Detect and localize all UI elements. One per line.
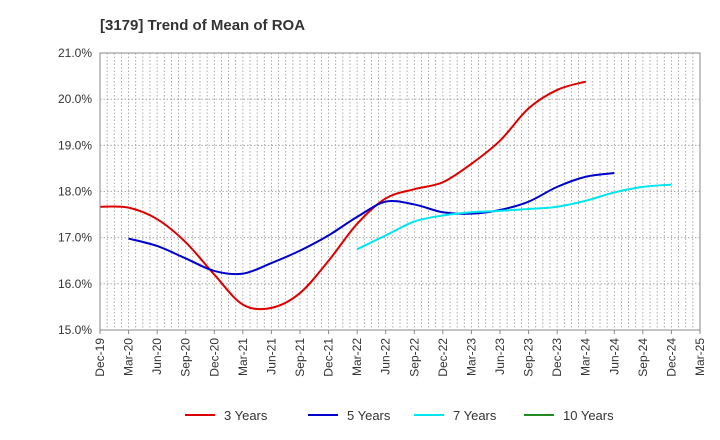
y-tick-label: 18.0% [58,185,92,199]
x-tick-label: Dec-23 [550,338,564,377]
series-line-7-years [356,183,672,251]
legend-label-10-years: 10 Years [563,408,614,423]
series-lines [99,80,672,311]
y-tick-label: 21.0% [58,46,92,60]
legend: 3 Years 5 Years 7 Years 10 Years [185,408,614,423]
legend-label-7-years: 7 Years [453,408,497,423]
x-tick-label: Sep-21 [293,338,307,377]
x-tick-label: Mar-23 [464,338,478,376]
x-tick-label: Dec-19 [93,338,107,377]
x-tick-label: Mar-25 [693,338,707,376]
legend-label-5-years: 5 Years [347,408,391,423]
x-tick-label: Jun-22 [379,338,393,375]
x-tick-label: Dec-24 [664,338,678,377]
x-tick-label: Mar-24 [579,338,593,376]
legend-label-3-years: 3 Years [224,408,268,423]
chart-title: [3179] Trend of Mean of ROA [100,17,305,34]
x-tick-label: Dec-22 [436,338,450,377]
plot-border [99,52,701,331]
x-tick-label: Dec-21 [322,338,336,377]
y-tick-label: 20.0% [58,92,92,106]
plot-frame [99,52,701,331]
x-axis: Dec-19 Mar-20 Jun-20 Sep-20 Dec-20 Mar-21 Jun-… [93,330,707,377]
x-tick-label: Sep-20 [179,338,193,377]
x-tick-label: Jun-20 [150,338,164,375]
x-tick-label: Sep-22 [407,338,421,377]
y-tick-label: 15.0% [58,323,92,337]
x-tick-label: Jun-23 [493,338,507,375]
y-axis: 15.0% 16.0% 17.0% 18.0% 19.0% 20.0% 21.0% [58,46,92,337]
x-tick-label: Sep-24 [636,338,650,377]
grid-lines [99,52,701,331]
y-tick-label: 16.0% [58,277,92,291]
x-tick-label: Mar-21 [236,338,250,376]
series-line-3-years [99,80,586,311]
x-tick-label: Dec-20 [207,338,221,377]
x-tick-label: Mar-22 [350,338,364,376]
series-line-5-years [128,172,615,276]
x-tick-label: Jun-24 [607,338,621,375]
x-tick-label: Mar-20 [122,338,136,376]
x-tick-label: Jun-21 [264,338,278,375]
y-tick-label: 17.0% [58,231,92,245]
y-tick-label: 19.0% [58,138,92,152]
x-tick-label: Sep-23 [522,338,536,377]
